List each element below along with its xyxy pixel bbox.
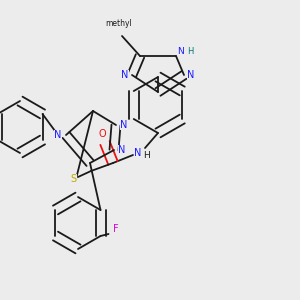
Text: O: O [98,129,106,139]
Text: N: N [120,120,128,130]
Text: N: N [54,130,62,140]
Text: H: H [187,46,193,56]
Text: N: N [134,148,142,158]
Text: H: H [142,151,149,160]
Text: N: N [118,145,126,155]
Text: methyl: methyl [106,19,132,28]
Text: N: N [178,46,184,56]
Text: N: N [187,70,195,80]
Text: F: F [113,224,118,234]
Text: S: S [70,174,76,184]
Text: N: N [121,70,129,80]
